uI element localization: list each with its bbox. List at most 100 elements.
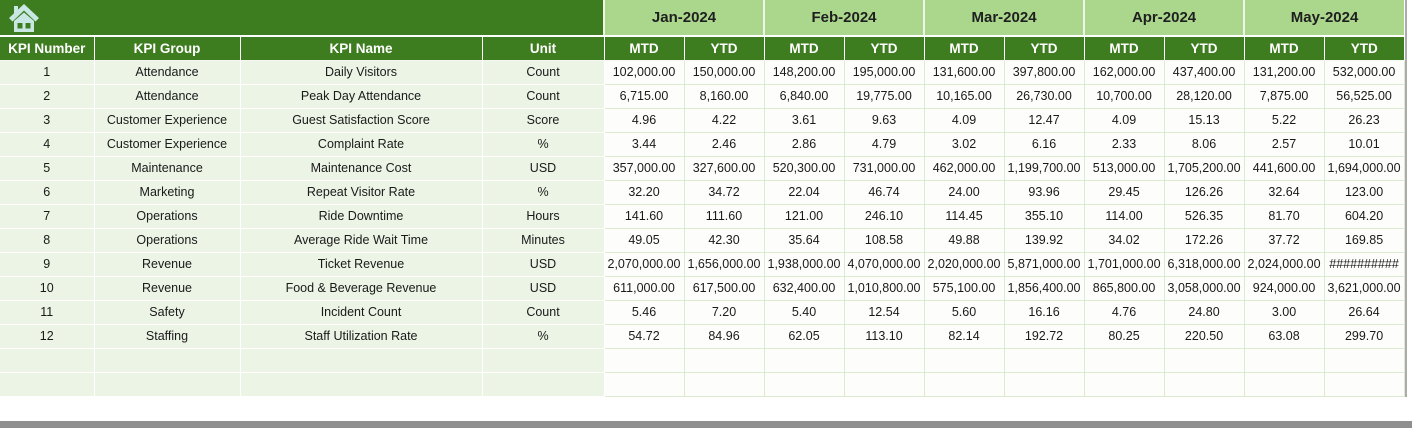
kpi-number-cell[interactable]: 8 [0, 228, 95, 253]
kpi-name-cell[interactable]: Food & Beverage Revenue [240, 276, 483, 301]
value-cell[interactable]: 2.57 [1243, 131, 1325, 157]
value-cell[interactable]: 102,000.00 [603, 59, 685, 85]
kpi-name-cell[interactable]: Ride Downtime [240, 204, 483, 229]
value-cell[interactable]: 63.08 [1243, 323, 1325, 349]
kpi-name-cell[interactable]: Incident Count [240, 300, 483, 325]
value-cell[interactable] [1243, 347, 1325, 373]
value-cell[interactable]: 24.80 [1163, 299, 1245, 325]
ytd-header[interactable]: YTD [1003, 36, 1085, 61]
value-cell[interactable]: 46.74 [843, 179, 925, 205]
value-cell[interactable]: 4.76 [1083, 299, 1165, 325]
unit-cell[interactable]: Score [482, 108, 605, 133]
value-cell[interactable]: 26.23 [1323, 107, 1405, 133]
value-cell[interactable]: 10,700.00 [1083, 83, 1165, 109]
unit-header[interactable]: Unit [481, 36, 604, 61]
value-cell[interactable]: 172.26 [1163, 227, 1245, 253]
kpi-name-cell[interactable]: Average Ride Wait Time [240, 228, 483, 253]
value-cell[interactable]: 81.70 [1243, 203, 1325, 229]
value-cell[interactable]: 1,856,400.00 [1003, 275, 1085, 301]
value-cell[interactable]: 6,318,000.00 [1163, 251, 1245, 277]
value-cell[interactable]: 32.64 [1243, 179, 1325, 205]
value-cell[interactable]: 26.64 [1323, 299, 1405, 325]
kpi-group-cell[interactable]: Maintenance [94, 156, 241, 181]
value-cell[interactable]: 327,600.00 [683, 155, 765, 181]
kpi-name-cell[interactable] [240, 348, 483, 373]
unit-cell[interactable]: % [482, 180, 605, 205]
kpi-number-cell[interactable]: 6 [0, 180, 95, 205]
value-cell[interactable]: 2,024,000.00 [1243, 251, 1325, 277]
kpi-name-cell[interactable]: Complaint Rate [240, 132, 483, 157]
unit-cell[interactable]: USD [482, 276, 605, 301]
value-cell[interactable]: 1,705,200.00 [1163, 155, 1245, 181]
value-cell[interactable]: 162,000.00 [1083, 59, 1165, 85]
value-cell[interactable]: 62.05 [763, 323, 845, 349]
value-cell[interactable]: 731,000.00 [843, 155, 925, 181]
table-corner[interactable] [0, 0, 604, 37]
value-cell[interactable]: 16.16 [1003, 299, 1085, 325]
value-cell[interactable]: 7,875.00 [1243, 83, 1325, 109]
value-cell[interactable]: 10,165.00 [923, 83, 1005, 109]
value-cell[interactable]: 1,694,000.00 [1323, 155, 1405, 181]
value-cell[interactable]: 2.86 [763, 131, 845, 157]
month-header[interactable]: Mar-2024 [923, 0, 1085, 37]
value-cell[interactable] [1163, 371, 1245, 397]
kpi-name-cell[interactable] [240, 372, 483, 397]
kpi-name-cell[interactable]: Maintenance Cost [240, 156, 483, 181]
value-cell[interactable]: 80.25 [1083, 323, 1165, 349]
kpi-group-header[interactable]: KPI Group [93, 36, 240, 61]
kpi-number-cell[interactable]: 7 [0, 204, 95, 229]
value-cell[interactable]: 355.10 [1003, 203, 1085, 229]
unit-cell[interactable]: Count [482, 60, 605, 85]
value-cell[interactable]: 5.60 [923, 299, 1005, 325]
value-cell[interactable]: 111.60 [683, 203, 765, 229]
value-cell[interactable] [923, 371, 1005, 397]
value-cell[interactable]: 4,070,000.00 [843, 251, 925, 277]
value-cell[interactable]: 49.05 [603, 227, 685, 253]
horizontal-scrollbar[interactable] [0, 421, 1412, 428]
value-cell[interactable] [923, 347, 1005, 373]
kpi-name-cell[interactable]: Ticket Revenue [240, 252, 483, 277]
value-cell[interactable]: 15.13 [1163, 107, 1245, 133]
value-cell[interactable] [1003, 347, 1085, 373]
kpi-number-cell[interactable]: 1 [0, 60, 95, 85]
value-cell[interactable]: 84.96 [683, 323, 765, 349]
kpi-number-cell[interactable]: 11 [0, 300, 95, 325]
unit-cell[interactable]: % [482, 324, 605, 349]
mtd-header[interactable]: MTD [1243, 36, 1325, 61]
value-cell[interactable]: 1,938,000.00 [763, 251, 845, 277]
value-cell[interactable] [1003, 371, 1085, 397]
kpi-group-cell[interactable]: Attendance [94, 60, 241, 85]
unit-cell[interactable]: USD [482, 156, 605, 181]
kpi-group-cell[interactable]: Revenue [94, 252, 241, 277]
value-cell[interactable] [763, 371, 845, 397]
value-cell[interactable] [603, 347, 685, 373]
value-cell[interactable]: 1,701,000.00 [1083, 251, 1165, 277]
value-cell[interactable]: 4.96 [603, 107, 685, 133]
value-cell[interactable]: 865,800.00 [1083, 275, 1165, 301]
value-cell[interactable]: 3.44 [603, 131, 685, 157]
value-cell[interactable]: 29.45 [1083, 179, 1165, 205]
kpi-number-cell[interactable]: 10 [0, 276, 95, 301]
value-cell[interactable]: 114.45 [923, 203, 1005, 229]
value-cell[interactable]: 220.50 [1163, 323, 1245, 349]
value-cell[interactable] [683, 347, 765, 373]
value-cell[interactable]: 246.10 [843, 203, 925, 229]
ytd-header[interactable]: YTD [683, 36, 764, 61]
mtd-header[interactable]: MTD [1083, 36, 1165, 61]
unit-cell[interactable]: Count [482, 84, 605, 109]
value-cell[interactable]: 4.09 [1083, 107, 1165, 133]
value-cell[interactable]: 397,800.00 [1003, 59, 1085, 85]
value-cell[interactable]: 131,600.00 [923, 59, 1005, 85]
kpi-name-cell[interactable]: Guest Satisfaction Score [240, 108, 483, 133]
kpi-group-cell[interactable] [94, 372, 241, 397]
value-cell[interactable]: 3,058,000.00 [1163, 275, 1245, 301]
mtd-header[interactable]: MTD [923, 36, 1005, 61]
value-cell[interactable]: 1,010,800.00 [843, 275, 925, 301]
value-cell[interactable] [1083, 347, 1165, 373]
month-header[interactable]: Apr-2024 [1083, 0, 1245, 37]
value-cell[interactable]: 108.58 [843, 227, 925, 253]
ytd-header[interactable]: YTD [843, 36, 925, 61]
value-cell[interactable]: 3.02 [923, 131, 1005, 157]
value-cell[interactable]: 148,200.00 [763, 59, 845, 85]
value-cell[interactable]: 3,621,000.00 [1323, 275, 1405, 301]
